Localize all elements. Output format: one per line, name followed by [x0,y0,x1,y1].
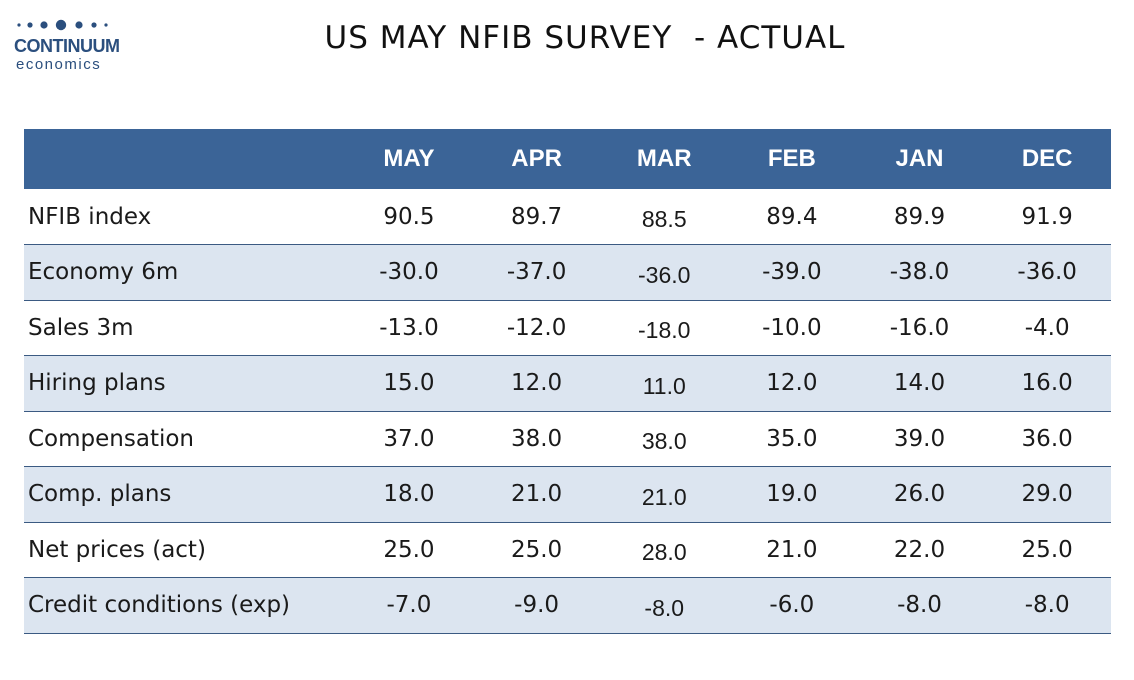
logo-subtitle: economics [16,56,102,73]
table-cell: 16.0 [983,355,1111,412]
table-cell: 25.0 [983,522,1111,578]
table-row-compensation: Compensation 37.0 38.0 38.0 35.0 39.0 36… [24,411,1111,467]
table-cell: -8.0 [855,577,984,634]
table-cell: -8.0 [983,577,1111,634]
nfib-survey-table: MAY APR MAR FEB JAN DEC NFIB index 90.5 … [24,129,1111,634]
table-cell: -39.0 [728,244,856,301]
header-cell-dec: DEC [1021,145,1073,172]
row-label: Hiring plans [24,355,346,412]
table-cell: 11.0 [600,355,729,412]
table-cell: 21.0 [472,466,601,523]
table-cell: 18.0 [345,466,473,523]
page-title: US MAY NFIB SURVEY - ACTUAL [324,20,846,56]
table-row-sales-3m: Sales 3m -13.0 -12.0 -18.0 -10.0 -16.0 -… [24,300,1111,356]
table-cell: 89.7 [472,189,601,245]
table-cell: 25.0 [472,522,601,578]
table-cell: 90.5 [345,189,473,245]
table-cell: 12.0 [472,355,601,412]
table-cell: -10.0 [728,300,856,356]
table-cell: 35.0 [728,411,856,467]
table-cell: 89.9 [855,189,984,245]
table-cell: 14.0 [855,355,984,412]
table-cell: 19.0 [728,466,856,523]
table-cell: 91.9 [983,189,1111,245]
table-cell: 37.0 [345,411,473,467]
table-cell: 29.0 [983,466,1111,523]
table-cell: -9.0 [472,577,601,634]
table-cell: 15.0 [345,355,473,412]
table-cell: 89.4 [728,189,856,245]
table-cell: -37.0 [472,244,601,301]
header-cell-label [24,129,345,189]
table-row-hiring-plans: Hiring plans 15.0 12.0 11.0 12.0 14.0 16… [24,355,1111,412]
table-cell: -8.0 [600,577,729,634]
table-cell: -38.0 [855,244,984,301]
table-cell: -12.0 [472,300,601,356]
table-cell: -18.0 [600,300,729,356]
logo-name: CONTINUUM [14,36,120,56]
table-row-economy-6m: Economy 6m -30.0 -37.0 -36.0 -39.0 -38.0… [24,244,1111,301]
table-header-row: MAY APR MAR FEB JAN DEC [24,129,1111,189]
table-cell: 12.0 [728,355,856,412]
table-cell: 28.0 [600,522,729,578]
table-cell: 36.0 [983,411,1111,467]
table-cell: -6.0 [728,577,856,634]
table-cell: -4.0 [983,300,1111,356]
table-cell: 39.0 [855,411,984,467]
header-cell-feb: FEB [767,145,816,172]
row-label: Sales 3m [24,300,346,356]
table-cell: 21.0 [600,466,729,523]
table-row-credit-conditions: Credit conditions (exp) -7.0 -9.0 -8.0 -… [24,577,1111,634]
table-row-comp-plans: Comp. plans 18.0 21.0 21.0 19.0 26.0 29.… [24,466,1111,523]
table-cell: 38.0 [600,411,729,467]
table-row-nfib-index: NFIB index 90.5 89.7 88.5 89.4 89.9 91.9 [24,189,1111,245]
table-cell: -13.0 [345,300,473,356]
header-cell-may: MAY [383,145,435,172]
table-row-net-prices: Net prices (act) 25.0 25.0 28.0 21.0 22.… [24,522,1111,578]
table-cell: 38.0 [472,411,601,467]
continuum-economics-logo: CONTINUUM economics [14,14,144,76]
table-cell: -36.0 [600,244,729,301]
logo-dots-icon [17,19,108,31]
header-cell-jan: JAN [895,145,944,172]
table-cell: -7.0 [345,577,473,634]
table-cell: -16.0 [855,300,984,356]
table-cell: 26.0 [855,466,984,523]
table-cell: -30.0 [345,244,473,301]
row-label: Comp. plans [24,466,346,523]
row-label: Net prices (act) [24,522,346,578]
table-cell: 88.5 [600,189,729,245]
table-cell: 22.0 [855,522,984,578]
row-label: NFIB index [24,189,346,245]
header-cell-mar: MAR [636,145,692,172]
row-label: Economy 6m [24,244,346,301]
table-cell: 21.0 [728,522,856,578]
table-cell: 25.0 [345,522,473,578]
row-label: Compensation [24,411,346,467]
table-cell: -36.0 [983,244,1111,301]
header-cell-apr: APR [511,145,562,172]
row-label: Credit conditions (exp) [24,577,346,634]
